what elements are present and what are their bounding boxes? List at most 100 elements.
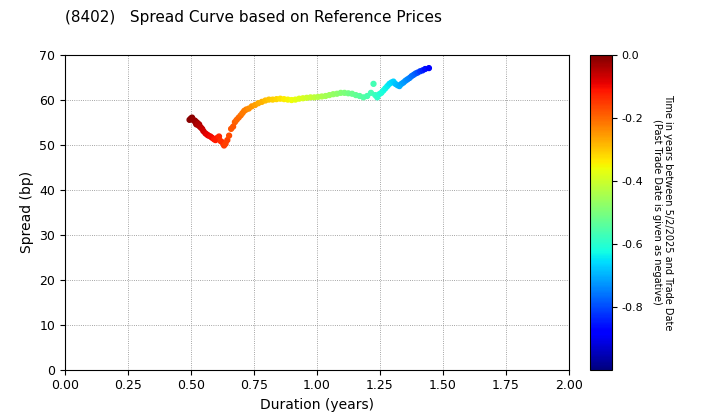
Point xyxy=(397,79,409,86)
Point xyxy=(369,92,381,98)
Point xyxy=(297,95,309,102)
Point xyxy=(372,94,383,101)
X-axis label: Duration (years): Duration (years) xyxy=(260,398,374,412)
Point xyxy=(335,89,346,96)
Point xyxy=(396,81,408,87)
Point xyxy=(305,94,316,101)
Point xyxy=(343,90,354,97)
Point xyxy=(289,96,301,103)
Point xyxy=(233,114,244,121)
Point xyxy=(185,115,197,122)
Point xyxy=(374,91,385,97)
Point xyxy=(387,78,399,85)
Point xyxy=(402,76,413,83)
Point xyxy=(368,81,379,87)
Point xyxy=(191,121,202,128)
Point xyxy=(184,116,195,123)
Point xyxy=(301,94,312,101)
Point xyxy=(320,93,331,100)
Point xyxy=(186,114,198,121)
Point xyxy=(267,96,279,103)
Point xyxy=(294,95,305,102)
Point xyxy=(271,96,282,102)
Point xyxy=(238,108,250,114)
Point xyxy=(217,139,228,146)
Point xyxy=(246,103,258,110)
Point xyxy=(231,116,243,123)
Point xyxy=(222,137,233,144)
Point xyxy=(195,124,207,131)
Point xyxy=(278,96,289,102)
Point xyxy=(197,126,208,132)
Point xyxy=(223,132,235,139)
Point xyxy=(410,70,421,77)
Point xyxy=(392,82,403,89)
Point xyxy=(316,93,328,100)
Point xyxy=(331,90,343,97)
Point xyxy=(212,134,223,141)
Point xyxy=(264,96,275,103)
Point xyxy=(220,140,231,147)
Point xyxy=(377,87,389,94)
Point xyxy=(323,92,335,98)
Point xyxy=(358,94,369,101)
Point xyxy=(229,119,240,126)
Point xyxy=(253,100,264,107)
Point xyxy=(384,81,395,87)
Point xyxy=(412,69,423,76)
Point xyxy=(286,97,297,103)
Point xyxy=(417,67,428,74)
Point xyxy=(237,110,248,116)
Point xyxy=(210,137,221,144)
Point xyxy=(199,130,211,137)
Point xyxy=(346,90,358,97)
Point xyxy=(308,94,320,101)
Point xyxy=(218,142,230,149)
Point xyxy=(414,68,426,75)
Point xyxy=(202,131,213,138)
Point xyxy=(193,122,204,129)
Point xyxy=(400,77,411,84)
Point xyxy=(249,102,261,108)
Point xyxy=(350,92,361,98)
Point xyxy=(260,97,271,104)
Point xyxy=(189,117,201,124)
Point xyxy=(243,105,255,112)
Point xyxy=(365,89,377,96)
Y-axis label: Time in years between 5/2/2025 and Trade Date
(Past Trade Date is given as negat: Time in years between 5/2/2025 and Trade… xyxy=(652,94,673,330)
Point xyxy=(215,138,226,144)
Point xyxy=(376,89,387,96)
Point xyxy=(379,85,391,92)
Point xyxy=(408,71,419,78)
Point xyxy=(282,96,294,103)
Point xyxy=(197,128,209,134)
Point xyxy=(256,98,268,105)
Point xyxy=(386,79,397,86)
Point xyxy=(328,91,339,97)
Point xyxy=(354,93,365,100)
Point xyxy=(190,120,202,126)
Point xyxy=(423,65,435,71)
Point xyxy=(274,95,286,102)
Point xyxy=(207,134,218,141)
Point xyxy=(419,66,431,72)
Point xyxy=(404,75,415,81)
Point xyxy=(394,83,405,89)
Point xyxy=(194,121,205,128)
Point xyxy=(228,123,239,130)
Point xyxy=(361,93,373,100)
Point xyxy=(225,126,237,132)
Point xyxy=(406,73,418,79)
Point xyxy=(202,132,214,139)
Point xyxy=(208,136,220,142)
Point xyxy=(213,133,225,140)
Point xyxy=(390,81,401,87)
Point xyxy=(204,133,216,140)
Point xyxy=(192,119,203,126)
Y-axis label: Spread (bp): Spread (bp) xyxy=(19,171,34,253)
Text: (8402)   Spread Curve based on Reference Prices: (8402) Spread Curve based on Reference P… xyxy=(65,10,442,25)
Point xyxy=(312,94,324,100)
Point xyxy=(240,106,252,113)
Point xyxy=(194,123,206,130)
Point xyxy=(189,118,200,125)
